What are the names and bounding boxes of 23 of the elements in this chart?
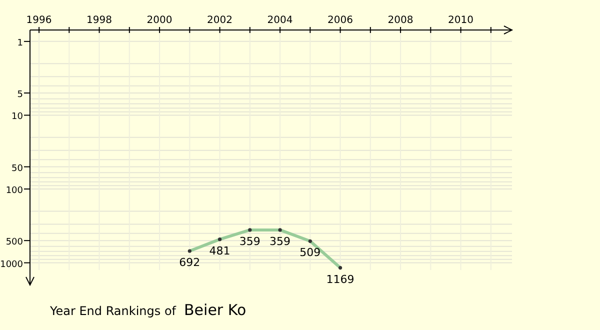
y-tick-label: 5 (17, 90, 23, 100)
data-label: 359 (270, 234, 291, 248)
x-tick-label: 2000 (146, 15, 172, 26)
data-label: 481 (209, 244, 230, 258)
x-tick-label: 1998 (86, 15, 112, 26)
y-tick-label: 10 (12, 112, 24, 122)
data-label: 692 (179, 256, 200, 269)
x-tick-label: 1996 (26, 15, 52, 26)
y-tick-label: 50 (12, 164, 24, 174)
data-label: 1169 (326, 272, 354, 286)
y-tick-label: 1 (17, 38, 23, 48)
x-tick-label: 2008 (388, 15, 414, 26)
y-tick-label: 100 (6, 186, 24, 196)
text: Beier Ko (184, 301, 246, 319)
y-tick-label: 1000 (0, 260, 24, 270)
data-label: 509 (300, 246, 321, 260)
data-label: 359 (239, 234, 260, 248)
x-tick-label: 2004 (267, 15, 293, 26)
x-tick-label: 2002 (207, 15, 233, 26)
y-tick-label: 500 (6, 238, 24, 248)
x-tick-label: 2010 (448, 15, 474, 26)
text: Year End Rankings of (50, 304, 176, 318)
x-tick-label: 2006 (328, 15, 354, 26)
